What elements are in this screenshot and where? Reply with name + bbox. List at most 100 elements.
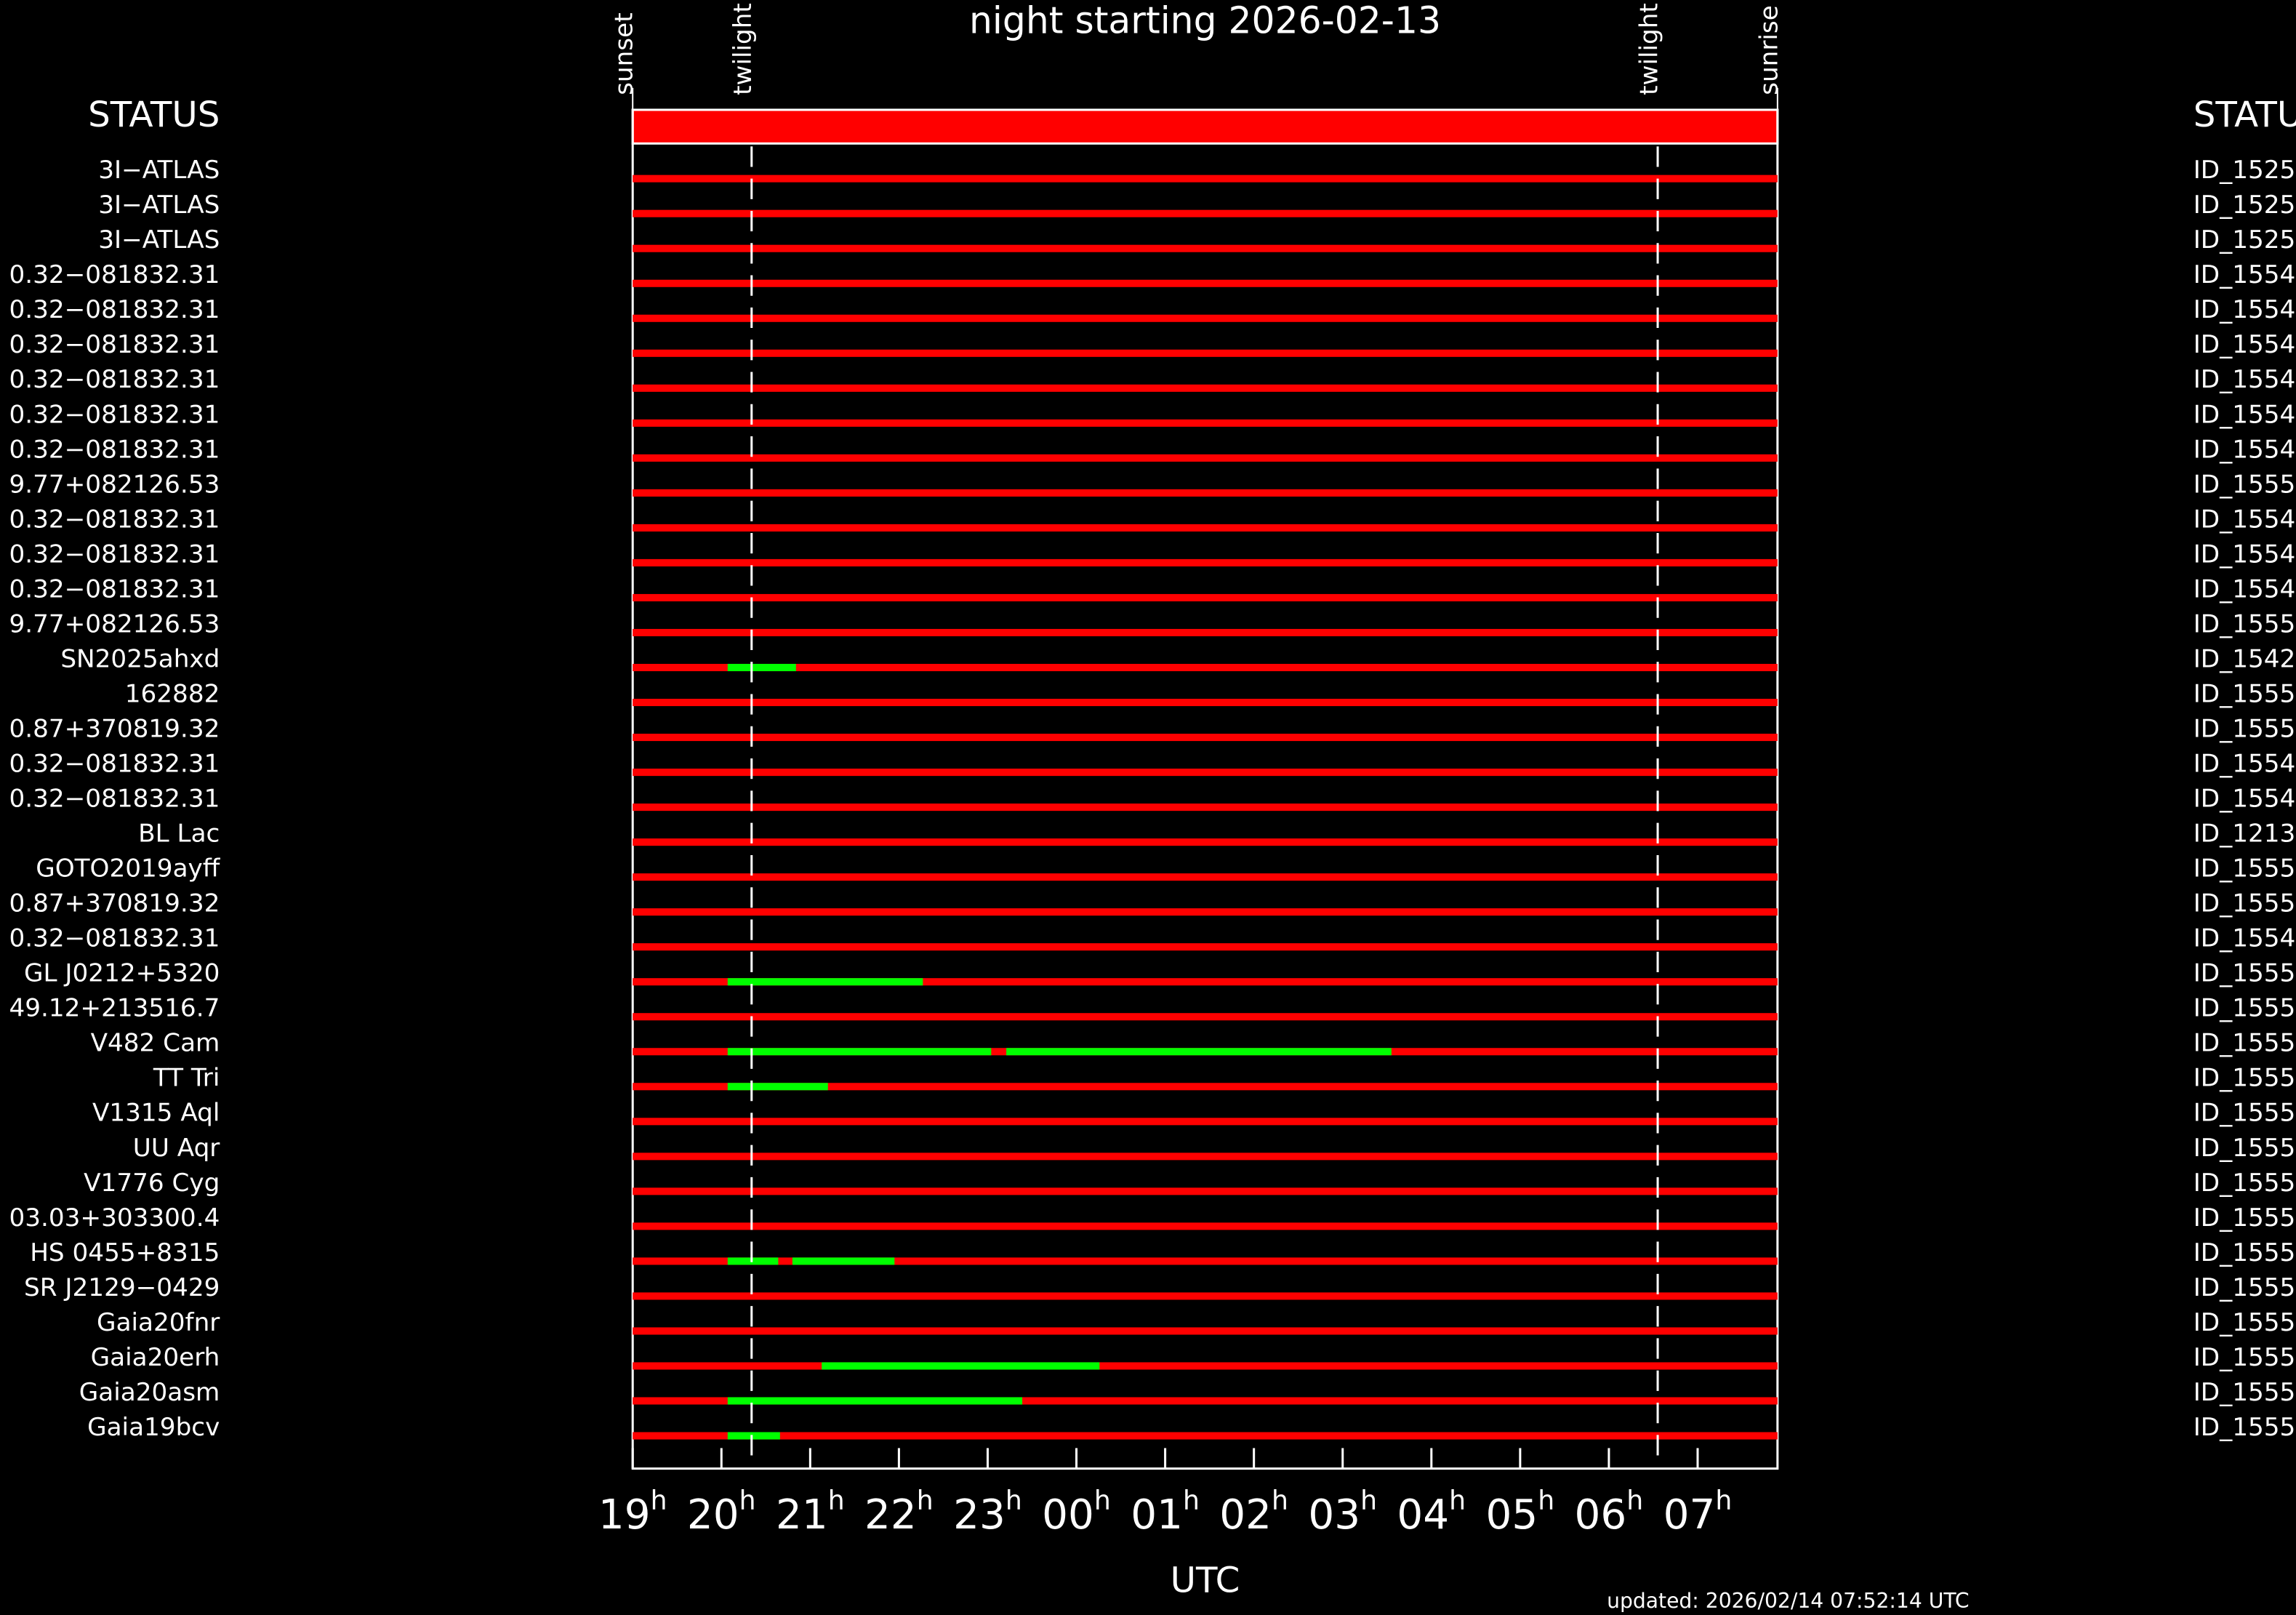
observable-window [727, 1397, 1023, 1405]
observable-window [727, 1432, 780, 1440]
row-bar [633, 663, 1778, 672]
marker-label: twilight [1634, 3, 1663, 95]
row-id: ID_1554 [2193, 540, 2296, 569]
x-tick-label: 03h [1308, 1485, 1377, 1539]
row-id: ID_1555 [2193, 609, 2296, 638]
x-tick-unit: h [1094, 1485, 1111, 1516]
row-id: ID_1554 [2193, 435, 2296, 464]
row-name: 0.32−081832.31 [9, 295, 220, 324]
x-tick-number: 23 [953, 1491, 1005, 1539]
row-bar [633, 349, 1778, 357]
row-name: Gaia20fnr [97, 1308, 220, 1337]
row-name: 9.77+082126.53 [9, 470, 220, 499]
row-id: ID_1555 [2193, 470, 2296, 499]
row-name: GOTO2019ayff [36, 854, 221, 883]
x-tick-label: 21h [776, 1485, 845, 1539]
observable-window [727, 1257, 779, 1265]
row-id: ID_1213 [2193, 819, 2296, 849]
row-bar [633, 175, 1778, 183]
marker-label: sunset [610, 12, 639, 95]
row-name: 162882 [125, 679, 220, 708]
x-tick-unit: h [739, 1485, 756, 1516]
x-tick-number: 07 [1663, 1491, 1716, 1539]
row-name: V482 Cam [91, 1029, 220, 1058]
observable-window [792, 1257, 895, 1265]
row-bar [633, 734, 1778, 742]
x-tick-number: 00 [1042, 1491, 1094, 1539]
x-tick-number: 21 [776, 1491, 828, 1539]
row-id: ID_1555 [2193, 1308, 2296, 1337]
row-id: ID_1554 [2193, 400, 2296, 429]
row-id: ID_1555 [2193, 1203, 2296, 1233]
row-bar [633, 419, 1778, 427]
row-name: 0.32−081832.31 [9, 330, 220, 359]
x-tick-label: 22h [864, 1485, 934, 1539]
x-tick-label: 02h [1219, 1485, 1288, 1539]
row-id: ID_1525 [2193, 156, 2296, 185]
row-name: 0.32−081832.31 [9, 505, 220, 534]
marker-label: twilight [728, 3, 758, 95]
row-bar [633, 1013, 1778, 1021]
row-bar [633, 454, 1778, 462]
observable-window [822, 1362, 1100, 1370]
row-id: ID_1525 [2193, 225, 2296, 255]
row-bar [633, 769, 1778, 777]
row-bar [633, 978, 1778, 986]
x-tick-number: 03 [1308, 1491, 1360, 1539]
plot-frame [631, 108, 1779, 1470]
row-bar [633, 1432, 1778, 1440]
x-tick-label: 05h [1486, 1485, 1555, 1539]
row-id: ID_1554 [2193, 295, 2296, 324]
row-bar [633, 1083, 1778, 1091]
x-tick-label: 19h [598, 1485, 667, 1539]
row-name: 3I−ATLAS [98, 191, 220, 220]
row-bar [633, 1327, 1778, 1335]
row-id: ID_1555 [2193, 959, 2296, 988]
x-tick-label: 07h [1663, 1485, 1733, 1539]
x-tick-number: 20 [687, 1491, 739, 1539]
row-id: ID_1554 [2193, 924, 2296, 953]
row-id: ID_1555 [2193, 1273, 2296, 1302]
row-id: ID_1554 [2193, 330, 2296, 359]
row-bar [633, 1118, 1778, 1126]
row-name: 0.32−081832.31 [9, 924, 220, 953]
row-name: SN2025ahxd [60, 644, 220, 673]
x-tick-unit: h [1538, 1485, 1554, 1516]
row-name: V1315 Aql [92, 1099, 220, 1128]
row-bar [633, 384, 1778, 392]
row-name: 0.32−081832.31 [9, 540, 220, 569]
x-tick-number: 06 [1575, 1491, 1627, 1539]
row-id: ID_1555 [2193, 1134, 2296, 1163]
row-name: HS 0455+8315 [30, 1238, 220, 1267]
row-id: ID_1554 [2193, 505, 2296, 534]
row-id: ID_1554 [2193, 260, 2296, 289]
x-tick-unit: h [1449, 1485, 1466, 1516]
row-id: ID_1555 [2193, 1099, 2296, 1128]
row-bar [633, 838, 1778, 846]
row-id: ID_1555 [2193, 1378, 2296, 1407]
row-id: ID_1542 [2193, 644, 2296, 673]
x-tick-unit: h [1005, 1485, 1022, 1516]
row-name: 0.32−081832.31 [9, 365, 220, 394]
row-bar [633, 1257, 1778, 1265]
row-bar [633, 1397, 1778, 1405]
row-bar [633, 524, 1778, 532]
row-name: 0.32−081832.31 [9, 260, 220, 289]
x-tick-label: 23h [953, 1485, 1022, 1539]
updated-note: updated: 2026/02/14 07:52:14 UTC [1607, 1589, 1970, 1613]
row-id: ID_1554 [2193, 365, 2296, 394]
row-name: 0.32−081832.31 [9, 750, 220, 779]
row-name: Gaia19bcv [87, 1413, 220, 1442]
x-tick-unit: h [828, 1485, 845, 1516]
status-right: STATU [2193, 95, 2296, 135]
observable-window [1006, 1048, 1392, 1056]
row-bar [633, 804, 1778, 811]
row-name: 0.32−081832.31 [9, 400, 220, 429]
row-id: ID_1555 [2193, 714, 2296, 743]
row-id: ID_1554 [2193, 785, 2296, 814]
row-name: SR J2129−0429 [24, 1273, 220, 1302]
row-id: ID_1525 [2193, 191, 2296, 220]
row-name: V1776 Cyg [84, 1169, 220, 1198]
row-bar [633, 943, 1778, 951]
x-tick-unit: h [917, 1485, 934, 1516]
